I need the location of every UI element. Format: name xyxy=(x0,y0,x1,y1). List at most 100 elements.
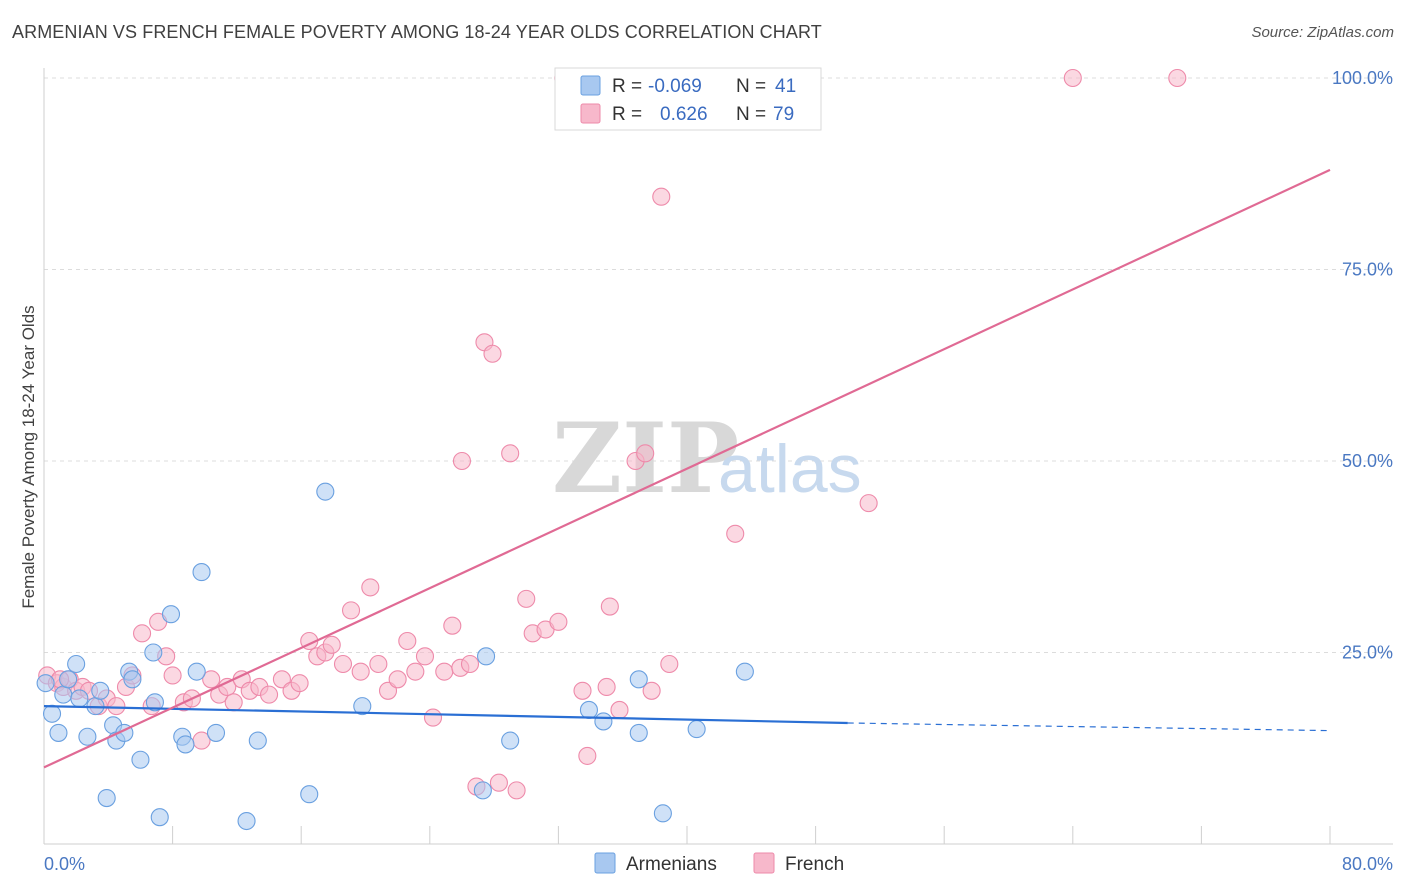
armenian-point xyxy=(150,808,169,827)
armenian-point xyxy=(594,712,613,731)
stats-legend: R = -0.069 N = 41 R = 0.626 N = 79 xyxy=(554,67,822,131)
french-point xyxy=(133,624,152,643)
bottom-legend-swatch-armenians xyxy=(594,852,616,874)
legend-r-label-1: R = xyxy=(612,76,642,97)
armenian-point xyxy=(206,723,226,742)
armenian-point xyxy=(192,563,211,582)
french-point xyxy=(610,700,629,720)
armenian-point xyxy=(70,689,89,708)
legend-r-value-1: -0.069 xyxy=(648,76,702,97)
french-point xyxy=(435,662,454,681)
armenian-point xyxy=(42,704,62,723)
x-tick-label-1: 80.0% xyxy=(1342,854,1393,874)
french-point xyxy=(290,674,309,693)
armenian-point xyxy=(687,720,706,739)
french-point xyxy=(642,681,661,700)
legend-n-label-1: N = xyxy=(736,76,766,97)
legend-swatch-french xyxy=(580,103,601,124)
legend-n-value-1: 41 xyxy=(775,76,796,97)
french-point xyxy=(501,444,520,463)
armenian-point xyxy=(78,727,97,746)
legend-r-value-2: 0.626 xyxy=(660,104,708,125)
armenian-point xyxy=(49,723,68,742)
french-point xyxy=(549,612,568,631)
watermark-atlas: atlas xyxy=(718,431,862,507)
french-point xyxy=(726,524,745,543)
armenian-point xyxy=(59,670,78,689)
y-axis-label: Female Poverty Among 18-24 Year Olds xyxy=(19,305,38,608)
french-point xyxy=(423,708,443,727)
y-tick-label-3: 100.0% xyxy=(1332,68,1393,88)
french-point xyxy=(341,601,361,620)
french-point xyxy=(369,654,388,674)
y-tick-label-0: 25.0% xyxy=(1342,643,1393,663)
french-point xyxy=(636,444,655,463)
armenian-point xyxy=(473,781,492,800)
armenian-point xyxy=(131,750,150,769)
french-point xyxy=(361,578,380,597)
legend-n-value-2: 79 xyxy=(773,104,794,125)
french-point xyxy=(333,654,353,674)
y-tick-label-1: 50.0% xyxy=(1342,451,1393,471)
french-point xyxy=(259,685,279,704)
french-point xyxy=(224,693,243,712)
trendline-armenians xyxy=(43,705,848,725)
trendline-extension-armenians xyxy=(847,722,1331,732)
chart-title: ARMENIAN VS FRENCH FEMALE POVERTY AMONG … xyxy=(12,22,822,42)
french-point xyxy=(600,597,619,616)
french-point xyxy=(652,187,671,206)
armenian-point xyxy=(144,643,163,662)
legend-swatch-armenians xyxy=(580,75,601,96)
series-legend: Armenians French xyxy=(594,852,844,875)
armenian-point xyxy=(187,662,206,681)
french-point xyxy=(578,746,597,765)
armenian-point xyxy=(36,674,55,693)
armenian-point xyxy=(735,662,754,681)
french-point xyxy=(388,670,407,689)
trendlines xyxy=(43,168,1331,769)
french-point xyxy=(415,647,435,666)
french-point xyxy=(406,662,425,681)
bottom-legend-swatch-french xyxy=(753,852,775,874)
armenian-point xyxy=(145,693,164,712)
french-point xyxy=(202,670,221,689)
bottom-legend-french: French xyxy=(785,854,844,875)
armenian-point xyxy=(67,654,86,674)
french-point xyxy=(1063,68,1082,88)
french-point xyxy=(517,589,536,608)
armenian-point xyxy=(248,731,267,750)
french-point xyxy=(597,677,616,697)
french-point xyxy=(351,662,370,681)
grid-lines xyxy=(44,77,1393,653)
armenian-point xyxy=(629,723,648,742)
armenian-point xyxy=(161,605,181,624)
bottom-legend-armenians: Armenians xyxy=(626,854,717,875)
french-point xyxy=(460,654,480,674)
french-point xyxy=(489,773,508,792)
y-tick-label-2: 75.0% xyxy=(1342,260,1393,280)
trendline-french xyxy=(43,168,1331,769)
armenian-point xyxy=(300,785,319,804)
armenian-point xyxy=(123,670,142,689)
french-point xyxy=(1168,68,1187,88)
armenian-point xyxy=(629,670,648,689)
armenian-point xyxy=(316,482,335,501)
french-point xyxy=(660,654,679,674)
armenian-point xyxy=(579,700,598,720)
french-point xyxy=(859,494,878,513)
french-point xyxy=(443,616,462,635)
armenian-point xyxy=(91,681,110,700)
french-point xyxy=(452,451,472,471)
french-point xyxy=(398,631,417,651)
french-point xyxy=(573,681,592,700)
armenian-point xyxy=(97,788,116,808)
source-label: Source: ZipAtlas.com xyxy=(1251,24,1394,41)
french-point xyxy=(163,666,182,685)
legend-r-label-2: R = xyxy=(612,104,642,125)
armenian-point xyxy=(237,811,256,831)
french-point xyxy=(107,697,126,716)
legend-n-label-2: N = xyxy=(736,104,766,125)
french-point xyxy=(507,781,526,800)
armenian-point xyxy=(477,647,496,666)
